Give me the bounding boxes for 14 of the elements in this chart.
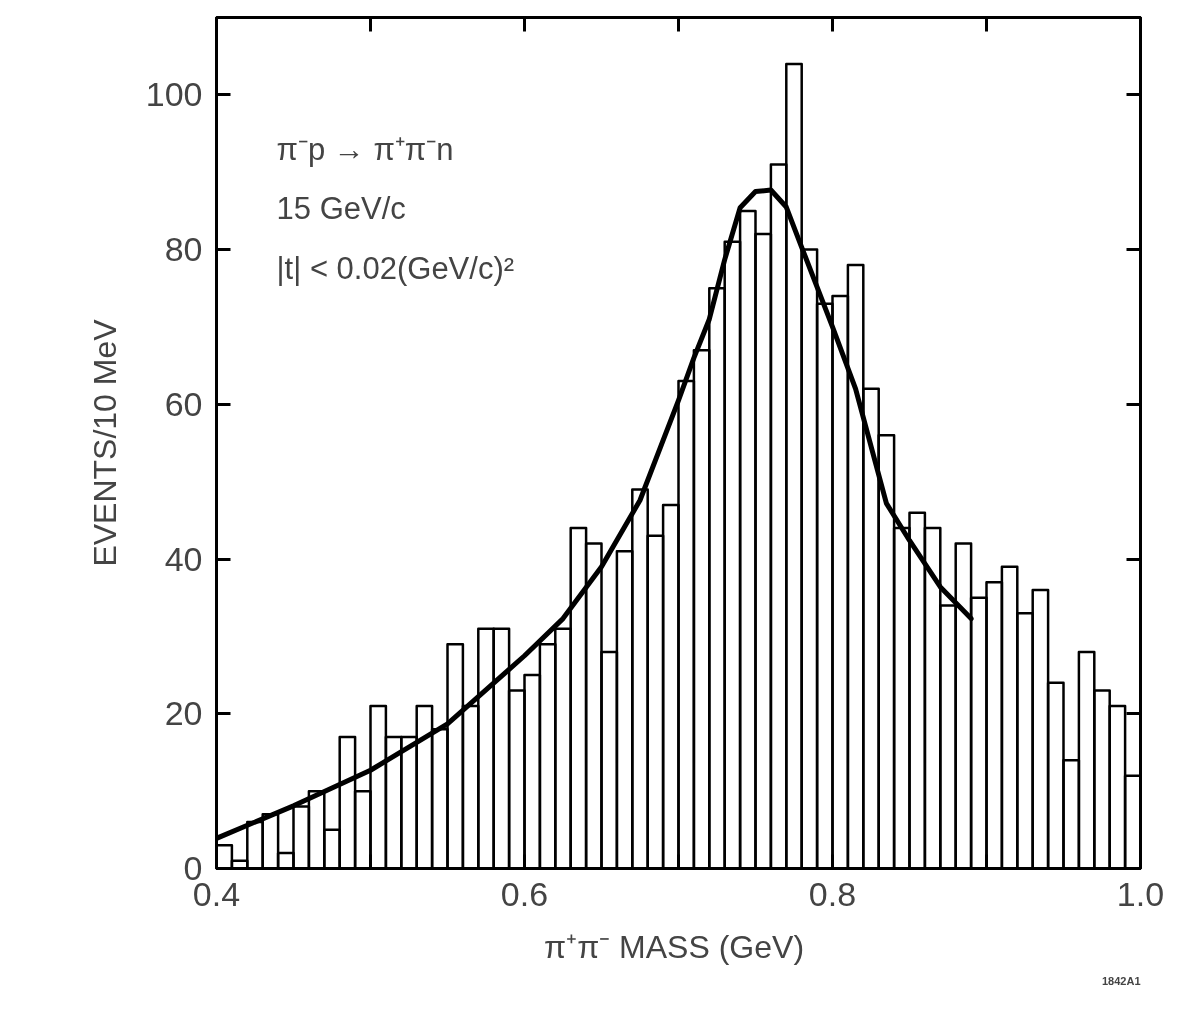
annotation: 15 GeV/c (276, 191, 406, 227)
x-tick-label: 0.8 (808, 874, 857, 913)
y-tick-label: 20 (164, 694, 203, 733)
annotation: |t| < 0.02(GeV/c)² (276, 251, 515, 287)
y-tick-label: 40 (164, 539, 203, 578)
annotation: π⁻p → π⁺π⁻n (276, 131, 454, 167)
y-tick-label: 80 (164, 230, 203, 269)
text: 1842A1 (1101, 974, 1141, 987)
y-tick-label: 100 (145, 75, 203, 114)
x-tick-label: 1.0 (1116, 874, 1165, 913)
y-axis-title: EVENTS/10 MeV (86, 318, 123, 567)
x-axis-title: π⁺π⁻ MASS (GeV) (544, 928, 805, 965)
x-tick-label: 0.6 (500, 874, 549, 913)
y-tick-label: 60 (164, 384, 203, 423)
